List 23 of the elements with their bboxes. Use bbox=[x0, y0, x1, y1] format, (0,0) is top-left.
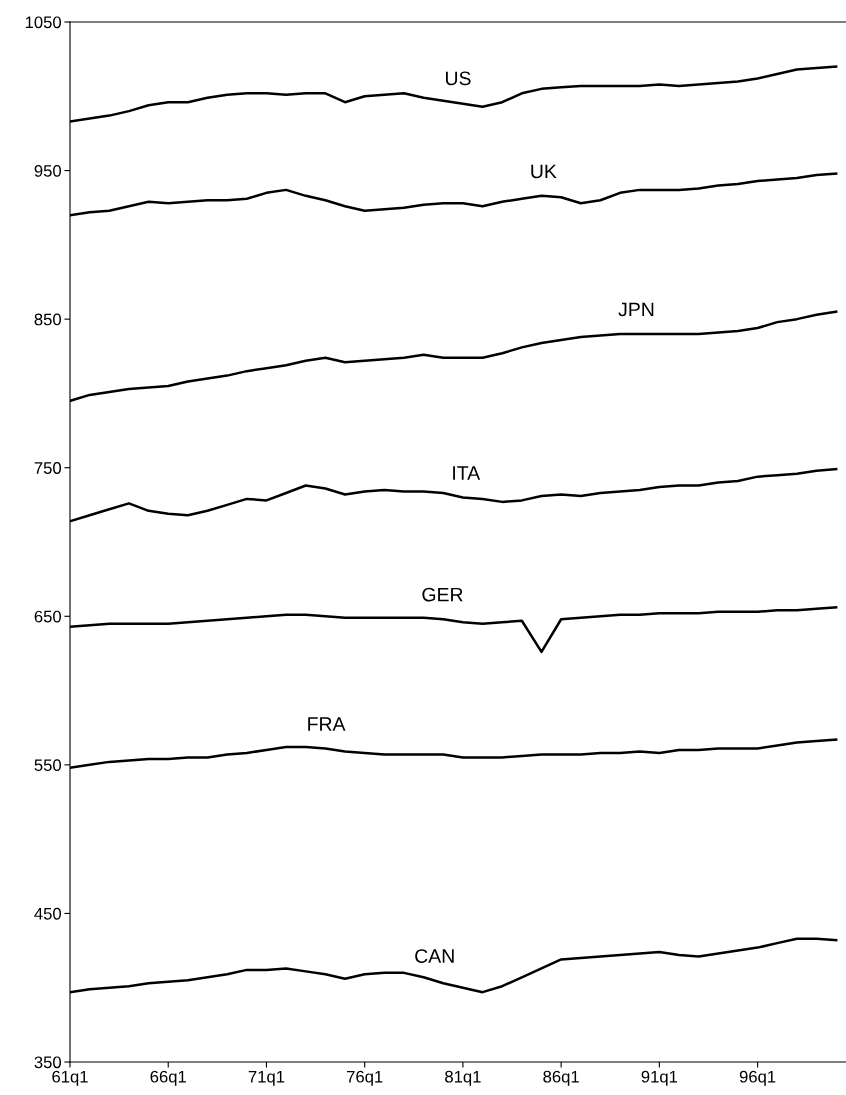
y-tick-label: 950 bbox=[34, 164, 62, 177]
x-tick-label: 61q1 bbox=[52, 1070, 88, 1086]
x-tick-label: 71q1 bbox=[248, 1070, 285, 1086]
y-tick-label: 750 bbox=[34, 462, 62, 474]
series-label: UK bbox=[531, 164, 557, 179]
series-label: US bbox=[445, 71, 471, 86]
series-label: FRA bbox=[308, 717, 346, 731]
series-label: GER bbox=[422, 587, 463, 602]
x-tick-label: 86q1 bbox=[543, 1070, 579, 1086]
series-label: JPN bbox=[618, 302, 654, 317]
x-tick-label: 91q1 bbox=[641, 1070, 678, 1086]
y-tick-label: 350 bbox=[34, 1056, 62, 1069]
x-tick-label: 66q1 bbox=[150, 1070, 186, 1086]
x-tick-label: 96q1 bbox=[739, 1070, 776, 1086]
x-tick-label: 81q1 bbox=[445, 1070, 481, 1086]
y-tick-label: 450 bbox=[34, 907, 62, 920]
y-tick-label: 650 bbox=[34, 610, 62, 623]
y-tick-label: 850 bbox=[34, 313, 62, 326]
series-label: ITA bbox=[453, 466, 481, 480]
x-tick-label: 76q1 bbox=[347, 1070, 383, 1086]
series-label: CAN bbox=[415, 949, 454, 963]
y-tick-label: 550 bbox=[34, 759, 62, 772]
y-tick-label: 1050 bbox=[25, 16, 62, 29]
